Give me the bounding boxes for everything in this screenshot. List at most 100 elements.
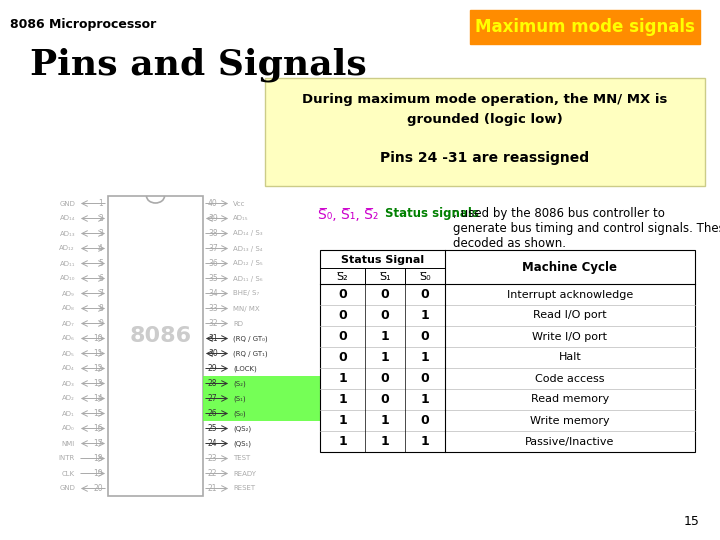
Text: 22: 22 bbox=[208, 469, 217, 478]
Text: 0: 0 bbox=[338, 288, 347, 301]
Text: 0: 0 bbox=[381, 288, 390, 301]
Text: 34: 34 bbox=[208, 289, 217, 298]
Text: 1: 1 bbox=[338, 372, 347, 385]
Text: 1: 1 bbox=[381, 330, 390, 343]
Text: (S₁): (S₁) bbox=[233, 395, 246, 402]
Text: 1: 1 bbox=[338, 414, 347, 427]
Text: 14: 14 bbox=[94, 394, 103, 403]
Text: S̅₀: S̅₀ bbox=[419, 272, 431, 282]
Text: (QS₂): (QS₂) bbox=[233, 426, 251, 432]
Text: (LOCK): (LOCK) bbox=[233, 365, 257, 372]
Text: (RQ / GT₁): (RQ / GT₁) bbox=[233, 350, 268, 357]
Text: Passive/Inactive: Passive/Inactive bbox=[526, 436, 615, 447]
Text: Machine Cycle: Machine Cycle bbox=[523, 260, 618, 273]
Text: 1: 1 bbox=[338, 435, 347, 448]
Text: AD₂: AD₂ bbox=[62, 395, 75, 402]
Text: 25: 25 bbox=[208, 424, 217, 433]
Text: 12: 12 bbox=[94, 364, 103, 373]
Text: 31: 31 bbox=[208, 334, 217, 343]
Text: 6: 6 bbox=[98, 274, 103, 283]
Text: 36: 36 bbox=[208, 259, 217, 268]
Text: 1: 1 bbox=[381, 351, 390, 364]
Text: 10: 10 bbox=[94, 334, 103, 343]
Text: 4: 4 bbox=[98, 244, 103, 253]
Text: 0: 0 bbox=[420, 330, 429, 343]
Text: Interrupt acknowledge: Interrupt acknowledge bbox=[507, 289, 633, 300]
Bar bbox=[320, 250, 695, 452]
Text: 1: 1 bbox=[420, 351, 429, 364]
Text: GND: GND bbox=[59, 200, 75, 206]
Text: 29: 29 bbox=[208, 364, 217, 373]
Text: 0: 0 bbox=[338, 309, 347, 322]
Text: Pins and Signals: Pins and Signals bbox=[30, 48, 366, 83]
Text: 11: 11 bbox=[94, 349, 103, 358]
Text: 1: 1 bbox=[420, 309, 429, 322]
Text: 2: 2 bbox=[98, 214, 103, 223]
Text: 0: 0 bbox=[420, 372, 429, 385]
Text: RD: RD bbox=[233, 321, 243, 327]
Text: INTR: INTR bbox=[59, 456, 75, 462]
Text: 3: 3 bbox=[98, 229, 103, 238]
Text: 1: 1 bbox=[98, 199, 103, 208]
Text: 40: 40 bbox=[208, 199, 217, 208]
Text: MN/ MX: MN/ MX bbox=[233, 306, 260, 312]
Text: AD₁₃ / S₄: AD₁₃ / S₄ bbox=[233, 246, 263, 252]
Text: GND: GND bbox=[59, 485, 75, 491]
Text: 24: 24 bbox=[208, 439, 217, 448]
Text: BHE/ S₇: BHE/ S₇ bbox=[233, 291, 259, 296]
Text: 0: 0 bbox=[338, 351, 347, 364]
Text: 15: 15 bbox=[684, 515, 700, 528]
Text: AD₅: AD₅ bbox=[62, 350, 75, 356]
Text: AD₁₃: AD₁₃ bbox=[60, 231, 75, 237]
Text: CLK: CLK bbox=[62, 470, 75, 476]
Text: AD₁₅: AD₁₅ bbox=[233, 215, 248, 221]
Text: AD₄: AD₄ bbox=[62, 366, 75, 372]
Text: 21: 21 bbox=[208, 484, 217, 493]
Text: 0: 0 bbox=[420, 414, 429, 427]
Text: S̅₁: S̅₁ bbox=[379, 272, 391, 282]
Text: AD₉: AD₉ bbox=[62, 291, 75, 296]
Text: 16: 16 bbox=[94, 424, 103, 433]
Text: 15: 15 bbox=[94, 409, 103, 418]
Text: 20: 20 bbox=[94, 484, 103, 493]
Text: 26: 26 bbox=[208, 409, 217, 418]
Text: AD₁₁ / S₆: AD₁₁ / S₆ bbox=[233, 275, 263, 281]
Text: 5: 5 bbox=[98, 259, 103, 268]
Text: NMI: NMI bbox=[62, 441, 75, 447]
Text: RESET: RESET bbox=[233, 485, 255, 491]
Text: During maximum mode operation, the MN/ MX is: During maximum mode operation, the MN/ M… bbox=[302, 93, 667, 106]
Bar bbox=[265, 78, 705, 186]
Text: S̅₀, S̅₁, S̅₂: S̅₀, S̅₁, S̅₂ bbox=[318, 208, 379, 222]
Text: Status signals: Status signals bbox=[385, 207, 479, 220]
Text: 1: 1 bbox=[420, 435, 429, 448]
Text: AD₇: AD₇ bbox=[62, 321, 75, 327]
Text: Read memory: Read memory bbox=[531, 395, 609, 404]
Text: 0: 0 bbox=[338, 330, 347, 343]
Text: AD₁₀: AD₁₀ bbox=[60, 275, 75, 281]
Text: 33: 33 bbox=[208, 304, 217, 313]
Text: 27: 27 bbox=[208, 394, 217, 403]
Text: (S₀): (S₀) bbox=[233, 410, 246, 417]
Text: AD₈: AD₈ bbox=[62, 306, 75, 312]
Text: 17: 17 bbox=[94, 439, 103, 448]
Text: Maximum mode signals: Maximum mode signals bbox=[475, 18, 695, 36]
Text: READY: READY bbox=[233, 470, 256, 476]
Text: 37: 37 bbox=[208, 244, 217, 253]
Text: 0: 0 bbox=[381, 309, 390, 322]
Text: (S₂): (S₂) bbox=[233, 380, 246, 387]
Text: 0: 0 bbox=[381, 393, 390, 406]
Text: grounded (logic low): grounded (logic low) bbox=[407, 113, 563, 126]
Text: (QS₁): (QS₁) bbox=[233, 440, 251, 447]
Text: 13: 13 bbox=[94, 379, 103, 388]
Text: Status Signal: Status Signal bbox=[341, 255, 424, 265]
Text: 1: 1 bbox=[381, 435, 390, 448]
Text: AD₁₂ / S₅: AD₁₂ / S₅ bbox=[233, 260, 263, 267]
Text: 9: 9 bbox=[98, 319, 103, 328]
Text: TEST: TEST bbox=[233, 456, 251, 462]
Text: 28: 28 bbox=[208, 379, 217, 388]
Text: 1: 1 bbox=[338, 393, 347, 406]
Text: 19: 19 bbox=[94, 469, 103, 478]
Text: Write I/O port: Write I/O port bbox=[533, 332, 608, 341]
Text: Read I/O port: Read I/O port bbox=[534, 310, 607, 321]
Text: 0: 0 bbox=[381, 372, 390, 385]
